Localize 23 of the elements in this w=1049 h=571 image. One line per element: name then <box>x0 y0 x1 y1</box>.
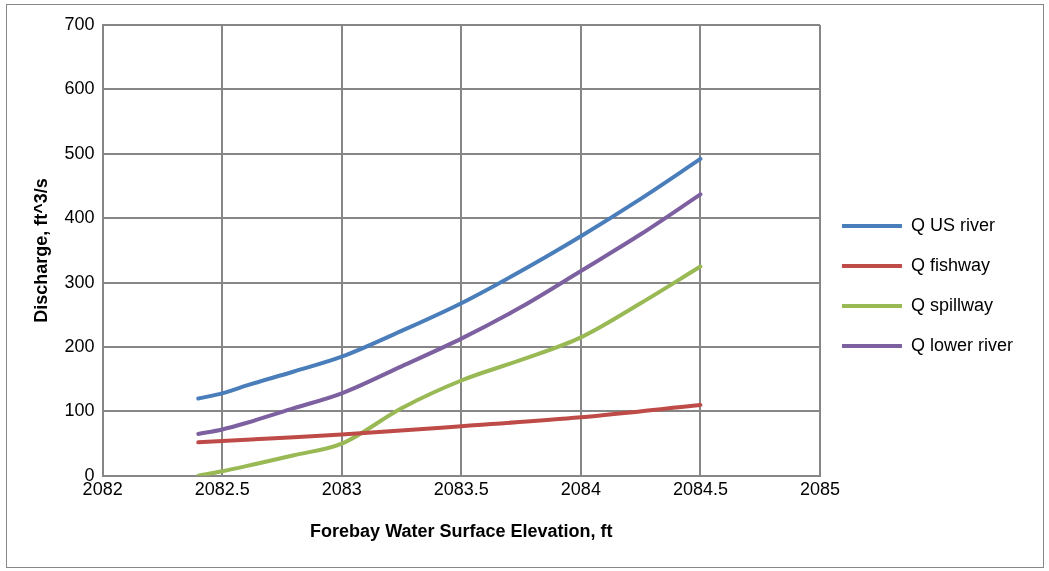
x-axis-title: Forebay Water Surface Elevation, ft <box>310 521 613 542</box>
line-series <box>196 192 703 436</box>
legend-label: Q spillway <box>910 294 994 315</box>
legend-label: Q lower river <box>910 334 1014 355</box>
x-tick-label: 2085 <box>799 478 841 499</box>
y-tick-label: 300 <box>64 271 95 292</box>
legend-label: Q US river <box>910 214 995 235</box>
y-tick-label: 500 <box>64 142 95 163</box>
y-tick-label: 200 <box>64 335 95 356</box>
x-tick-label: 2083.5 <box>433 478 489 499</box>
y-tick-label: 700 <box>64 13 95 34</box>
y-tick-label: 400 <box>64 207 95 228</box>
y-tick-label: 600 <box>64 78 95 99</box>
x-tick-label: 2082.5 <box>194 478 250 499</box>
x-tick-label: 2084 <box>560 478 601 499</box>
y-axis-title: Discharge, ft^3/s <box>30 178 51 323</box>
legend-label: Q fishway <box>910 254 991 275</box>
y-tick-label: 100 <box>64 400 95 421</box>
line-series <box>196 264 703 476</box>
x-tick-label: 2083 <box>321 478 362 499</box>
line-series <box>196 402 703 445</box>
line-series <box>196 156 703 401</box>
x-tick-label: 2084.5 <box>672 478 728 499</box>
